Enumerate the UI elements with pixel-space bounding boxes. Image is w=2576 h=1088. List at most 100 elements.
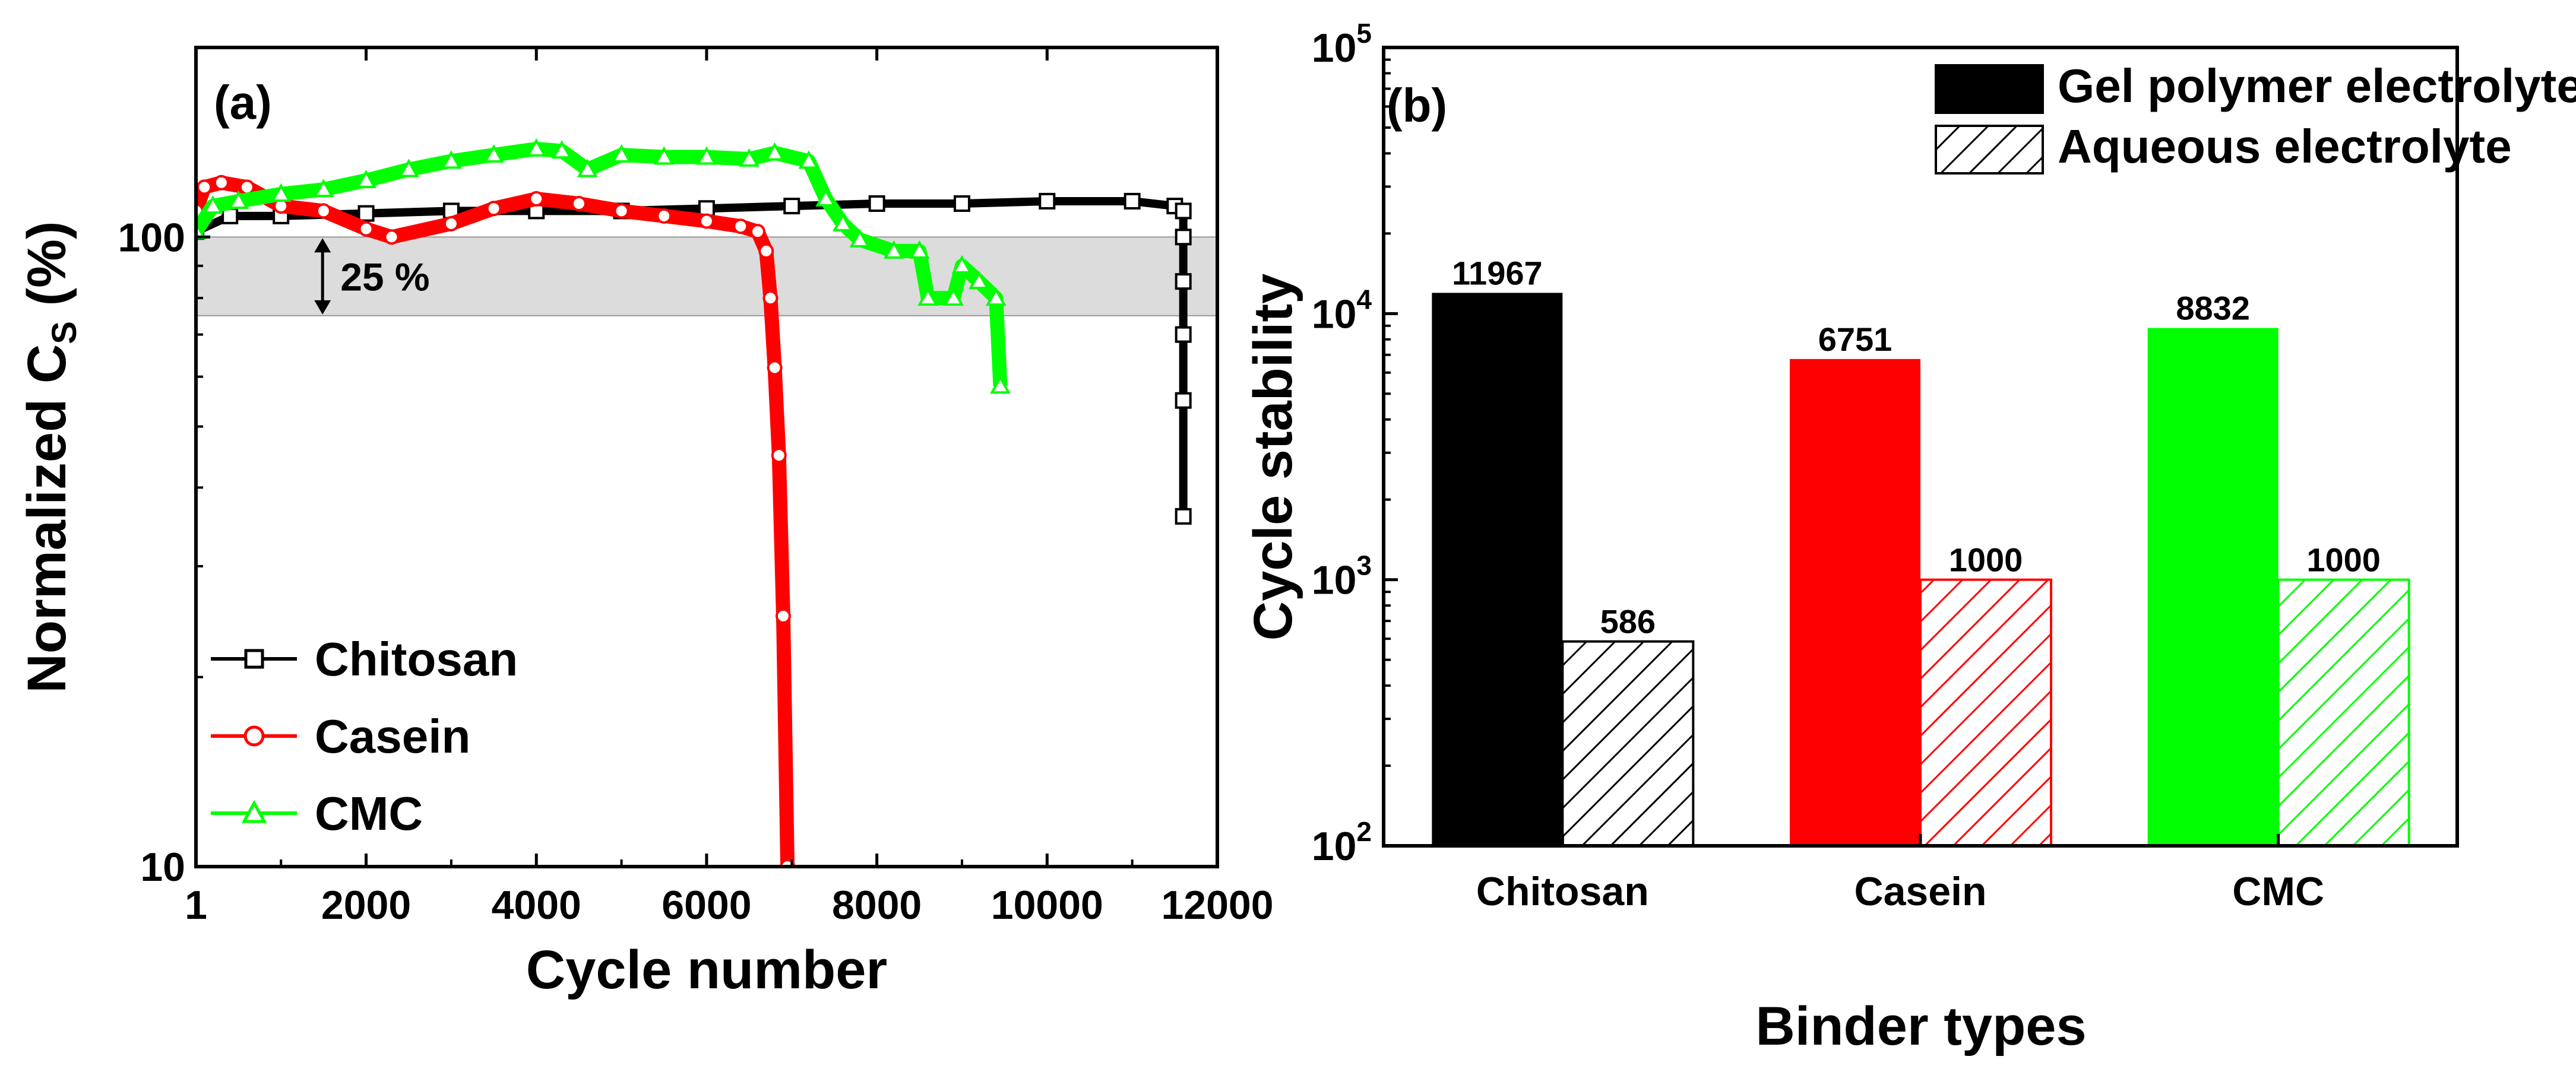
b-bar-value-aqueous-casein: 1000 [1949,541,2023,579]
a-point-cmc [739,148,760,167]
a-point-chitosan [953,195,970,212]
a-point-casein [529,191,545,207]
a-x-tick-label: 12000 [1161,883,1273,928]
b-bar-gel-chitosan [1432,293,1563,846]
a-point-casein [758,243,774,259]
a-tolerance-band [195,236,1218,316]
b-x-category-label: CMC [2232,869,2324,914]
a-point-cmc [985,287,1007,306]
b-y-tick-base: 10 [1312,558,1357,603]
a-point-chitosan [1175,229,1192,246]
a-point-cmc [990,375,1011,394]
b-y-axis-label: Cycle stability [1243,274,1303,641]
a-point-cmc [551,140,572,159]
a-series-group [196,138,1192,867]
a-point-cmc [832,212,853,231]
a-point-cmc [441,150,462,169]
a-point-cmc [483,144,504,163]
b-y-tick-label: 102 [1312,816,1372,869]
a-x-axis-label: Cycle number [526,940,887,1000]
b-bar-value-gel-chitosan: 11967 [1452,254,1543,291]
a-point-casein [767,360,783,376]
a-series-chitosan [196,192,1192,525]
a-legend-marker [243,725,265,747]
b-legend-label: Aqueous electrolyte [2058,120,2512,173]
b-legend-swatch [1935,125,2044,175]
a-point-cmc [526,138,547,157]
a-point-casein [656,208,672,224]
b-bar-value-aqueous-chitosan: 586 [1600,603,1656,640]
a-legend-marker [241,800,267,823]
a-point-cmc [653,146,675,165]
b-legend: Gel polymer electrolyte Aqueous electroly… [1935,59,2576,175]
a-x-tick-label: 6000 [662,883,751,928]
a-band-arrow [314,238,331,315]
b-bar-value-gel-casein: 6751 [1818,321,1893,358]
a-point-cmc [917,287,939,306]
a-legend-item-casein: Casein [211,710,470,763]
b-bar-aqueous-chitosan [1561,640,1695,848]
a-point-casein [749,224,765,240]
a-point-cmc [270,183,292,202]
a-legend-item-chitosan: Chitosan [211,633,518,686]
a-point-cmc [943,287,964,306]
a-x-ticks: 1 2000 4000 6000 8000 10000 12000 [185,47,1274,928]
a-point-cmc [764,142,786,161]
b-bar-gel-casein [1790,359,1920,846]
a-x-tick-label: 8000 [832,883,922,928]
b-legend-label: Gel polymer electrolyte [2058,59,2576,112]
a-point-cmc [951,255,973,274]
a-point-cmc [356,169,376,188]
b-bar-aqueous-cmc [2277,578,2410,848]
a-point-casein [486,201,502,217]
b-x-category-label: Casein [1855,869,1987,914]
b-y-tick-label: 104 [1312,284,1372,337]
a-x-tick-label: 10000 [991,883,1103,928]
a-legend-item-cmc: CMC [211,787,423,840]
b-x-category-label: Chitosan [1476,869,1649,914]
a-point-chitosan [868,195,885,212]
b-y-tick-base: 10 [1312,291,1357,337]
a-point-chitosan [783,198,800,215]
b-legend-swatch [1935,64,2044,114]
a-x-tick-label: 1 [185,883,207,928]
a-point-cmc [969,271,990,290]
a-point-casein [213,175,229,191]
a-legend-label: Casein [315,710,470,763]
a-y-label-main: Normalized C [17,344,77,693]
a-y-axis-label: Normalized CS (%) [17,221,84,693]
b-bars-group [1432,293,2410,848]
a-y-label-subscript: S [45,321,84,344]
a-point-casein [613,203,629,219]
a-point-casein [771,448,787,464]
a-point-casein [358,221,374,237]
a-point-chitosan [221,207,239,224]
a-x-tick-label: 4000 [492,883,581,928]
a-point-cmc [696,146,717,165]
a-point-chitosan [1175,392,1192,409]
a-point-casein [239,179,255,195]
b-bar-labels: 11967 586 6751 1000 8832 1000 [1452,254,2381,640]
b-y-tick-exponent: 3 [1356,550,1372,581]
b-y-tick-base: 10 [1312,26,1357,71]
b-bar-aqueous-casein [1919,578,2052,848]
a-point-cmc [849,229,871,248]
a-point-cmc [202,195,223,214]
a-point-chitosan [1175,326,1192,343]
a-point-cmc [883,240,904,259]
b-y-tick-label: 105 [1312,18,1372,71]
a-point-chitosan [357,205,375,222]
b-y-tick-exponent: 4 [1356,284,1372,315]
a-band-arrow-head-down [314,300,331,315]
a-point-casein [197,179,213,195]
a-legend: Chitosan Casein CMC [211,633,518,840]
b-x-ticks: Chitosan Casein CMC [1476,834,2324,914]
a-point-cmc [196,221,207,240]
b-legend-item-gel-polymer-electrolyte: Gel polymer electrolyte [1935,59,2576,114]
a-point-cmc [228,190,249,209]
a-y-ticks: 10 100 [118,46,210,890]
